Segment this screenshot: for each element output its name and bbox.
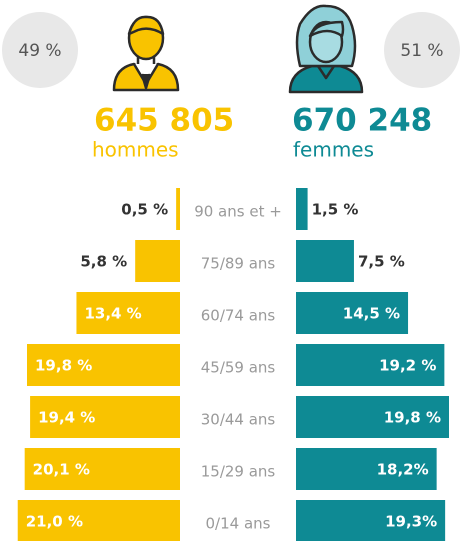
bar bbox=[17, 500, 181, 541]
category-label: 15/29 ans bbox=[201, 463, 276, 481]
bar bbox=[296, 448, 437, 490]
share-circle bbox=[384, 12, 460, 88]
category-label: 60/74 ans bbox=[201, 307, 276, 325]
woman-icon bbox=[288, 4, 364, 94]
category-label: 45/59 ans bbox=[201, 359, 276, 377]
total-label: 670 248 bbox=[292, 103, 432, 139]
bar bbox=[30, 396, 180, 438]
man-icon bbox=[112, 15, 180, 92]
value-label: 20,1 % bbox=[33, 461, 90, 479]
share-circle bbox=[2, 12, 78, 88]
value-label: 19,2 % bbox=[379, 357, 436, 375]
value-label: 19,8 % bbox=[384, 409, 441, 427]
value-label: 19,8 % bbox=[35, 357, 92, 375]
bar bbox=[296, 292, 409, 334]
value-label: 14,5 % bbox=[343, 305, 400, 323]
series-name: hommes bbox=[92, 138, 179, 162]
bar bbox=[24, 448, 180, 490]
series-name: femmes bbox=[293, 138, 374, 162]
bar bbox=[296, 344, 445, 386]
value-label: 5,8 % bbox=[80, 253, 127, 271]
bar bbox=[76, 292, 180, 334]
value-label: 0,5 % bbox=[121, 201, 168, 219]
value-label: 13,4 % bbox=[84, 305, 141, 323]
share-label: 51 % bbox=[400, 41, 443, 61]
value-label: 1,5 % bbox=[312, 201, 359, 219]
value-label: 19,3% bbox=[385, 513, 437, 531]
value-label: 19,4 % bbox=[38, 409, 95, 427]
bar bbox=[296, 240, 354, 282]
value-label: 21,0 % bbox=[26, 513, 83, 531]
bar bbox=[296, 500, 446, 541]
category-label: 90 ans et + bbox=[194, 203, 282, 221]
bar bbox=[27, 344, 180, 386]
share-label: 49 % bbox=[18, 41, 61, 61]
bar bbox=[176, 188, 180, 230]
category-label: 0/14 ans bbox=[206, 515, 271, 533]
bar bbox=[135, 240, 180, 282]
bar bbox=[296, 188, 308, 230]
value-label: 18,2% bbox=[377, 461, 429, 479]
value-label: 7,5 % bbox=[358, 253, 405, 271]
total-label: 645 805 bbox=[94, 103, 234, 139]
category-label: 30/44 ans bbox=[201, 411, 276, 429]
bar bbox=[296, 396, 449, 438]
category-label: 75/89 ans bbox=[201, 255, 276, 273]
